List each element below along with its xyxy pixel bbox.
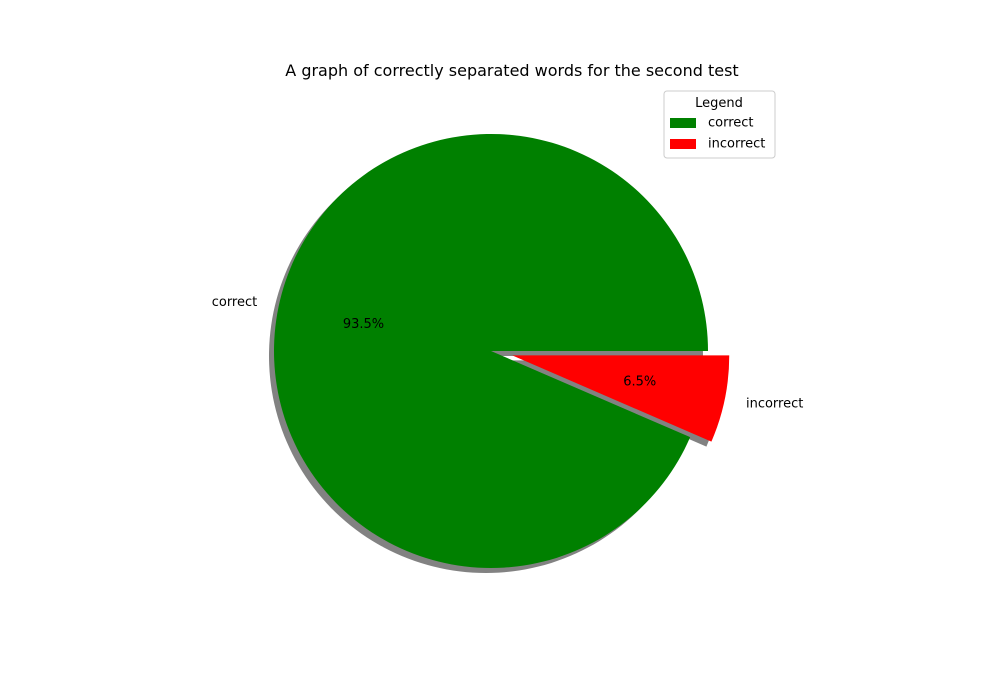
legend-label-incorrect: incorrect: [708, 137, 765, 152]
legend-swatch-correct: [670, 118, 696, 128]
pie-pct-label-incorrect: 6.5%: [623, 374, 656, 389]
pie-labels-group: 93.5% correct 6.5% incorrect: [212, 295, 804, 411]
legend-label-correct: correct: [708, 116, 754, 131]
legend-title: Legend: [695, 96, 743, 111]
legend-entries: correct incorrect: [670, 116, 765, 152]
pie-pct-label-correct: 93.5%: [343, 317, 384, 332]
legend-swatch-incorrect: [670, 139, 696, 149]
pie-category-label-correct: correct: [212, 295, 258, 310]
pie-slice-incorrect: [512, 355, 730, 442]
chart-title: A graph of correctly separated words for…: [285, 61, 738, 80]
pie-slices-group: [274, 133, 730, 569]
pie-slice-correct: [274, 133, 708, 569]
legend: Legend correct incorrect: [663, 90, 776, 159]
pie-category-label-incorrect: incorrect: [746, 396, 803, 411]
